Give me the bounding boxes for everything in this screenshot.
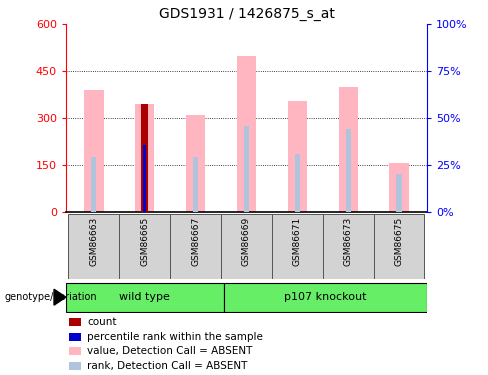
- Bar: [237, 56, 256, 212]
- Bar: [68, 214, 119, 279]
- Bar: [170, 214, 221, 279]
- Bar: [389, 164, 408, 212]
- Bar: [143, 145, 146, 212]
- Bar: [91, 157, 97, 212]
- Text: GSM86675: GSM86675: [394, 217, 404, 266]
- Text: count: count: [87, 317, 117, 327]
- Text: percentile rank within the sample: percentile rank within the sample: [87, 332, 263, 342]
- Bar: [244, 126, 249, 212]
- Text: wild type: wild type: [119, 292, 170, 302]
- Bar: [224, 283, 427, 312]
- Text: GSM86669: GSM86669: [242, 217, 251, 266]
- Bar: [66, 283, 224, 312]
- Bar: [84, 90, 103, 212]
- Text: GSM86671: GSM86671: [293, 217, 302, 266]
- Bar: [69, 362, 81, 370]
- Bar: [141, 104, 148, 212]
- Bar: [119, 214, 170, 279]
- Text: genotype/variation: genotype/variation: [5, 292, 98, 302]
- Bar: [295, 154, 300, 212]
- Bar: [339, 87, 358, 212]
- Bar: [193, 157, 198, 212]
- Bar: [346, 129, 351, 212]
- Title: GDS1931 / 1426875_s_at: GDS1931 / 1426875_s_at: [159, 7, 334, 21]
- Text: rank, Detection Call = ABSENT: rank, Detection Call = ABSENT: [87, 361, 248, 371]
- Bar: [323, 214, 374, 279]
- Bar: [374, 214, 425, 279]
- Bar: [186, 115, 205, 212]
- Bar: [142, 145, 147, 212]
- Bar: [69, 318, 81, 326]
- Bar: [69, 347, 81, 355]
- Polygon shape: [54, 289, 66, 305]
- Bar: [135, 104, 154, 212]
- Bar: [287, 101, 307, 212]
- Text: GSM86665: GSM86665: [140, 217, 149, 266]
- Text: GSM86663: GSM86663: [89, 217, 99, 266]
- Text: GSM86673: GSM86673: [344, 217, 353, 266]
- Text: p107 knockout: p107 knockout: [284, 292, 366, 302]
- Bar: [69, 333, 81, 341]
- Text: GSM86667: GSM86667: [191, 217, 200, 266]
- Bar: [396, 174, 402, 212]
- Bar: [221, 214, 272, 279]
- Text: value, Detection Call = ABSENT: value, Detection Call = ABSENT: [87, 346, 253, 356]
- Bar: [272, 214, 323, 279]
